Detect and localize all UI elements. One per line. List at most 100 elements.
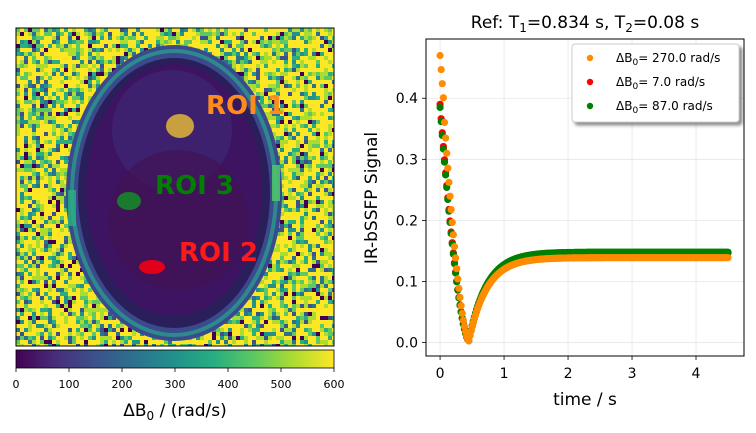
noise-cell <box>300 244 304 248</box>
noise-cell <box>300 28 304 32</box>
noise-cell <box>64 56 68 60</box>
noise-cell <box>104 52 108 56</box>
noise-cell <box>124 36 128 40</box>
noise-cell <box>220 52 224 56</box>
noise-cell <box>304 56 308 60</box>
noise-cell <box>100 72 104 76</box>
noise-cell <box>332 92 334 96</box>
noise-cell <box>80 64 84 68</box>
noise-cell <box>32 76 36 80</box>
noise-cell <box>320 48 324 52</box>
noise-cell <box>268 40 272 44</box>
noise-cell <box>316 112 320 116</box>
noise-cell <box>316 48 320 52</box>
noise-cell <box>268 112 272 116</box>
noise-cell <box>284 40 288 44</box>
noise-cell <box>296 104 300 108</box>
noise-cell <box>68 88 72 92</box>
noise-cell <box>36 272 40 276</box>
noise-cell <box>276 232 280 236</box>
noise-cell <box>320 120 324 124</box>
noise-cell <box>308 252 312 256</box>
noise-cell <box>300 124 304 128</box>
noise-cell <box>36 256 40 260</box>
noise-cell <box>96 36 100 40</box>
noise-cell <box>308 132 312 136</box>
noise-cell <box>324 28 328 32</box>
noise-cell <box>240 72 244 76</box>
noise-cell <box>52 168 56 172</box>
noise-cell <box>128 52 132 56</box>
noise-cell <box>36 164 40 168</box>
noise-cell <box>304 140 308 144</box>
noise-cell <box>16 172 20 176</box>
noise-cell <box>296 184 300 188</box>
noise-cell <box>24 236 28 240</box>
noise-cell <box>216 52 220 56</box>
noise-cell <box>300 136 304 140</box>
noise-cell <box>120 52 124 56</box>
noise-cell <box>32 48 36 52</box>
noise-cell <box>304 192 308 196</box>
noise-cell <box>48 180 52 184</box>
noise-cell <box>248 84 252 88</box>
noise-cell <box>20 56 24 60</box>
noise-cell <box>44 168 48 172</box>
noise-cell <box>28 184 32 188</box>
noise-cell <box>28 84 32 88</box>
noise-cell <box>292 260 296 264</box>
noise-cell <box>264 272 268 276</box>
noise-cell <box>44 276 48 280</box>
noise-cell <box>64 136 68 140</box>
noise-cell <box>28 100 32 104</box>
noise-cell <box>28 228 32 232</box>
noise-cell <box>284 212 288 216</box>
noise-cell <box>24 204 28 208</box>
noise-cell <box>104 32 108 36</box>
noise-cell <box>280 48 284 52</box>
noise-cell <box>68 36 72 40</box>
noise-cell <box>300 148 304 152</box>
noise-cell <box>288 248 292 252</box>
noise-cell <box>308 84 312 88</box>
noise-cell <box>92 60 96 64</box>
noise-cell <box>312 128 316 132</box>
noise-cell <box>76 64 80 68</box>
noise-cell <box>324 80 328 84</box>
noise-cell <box>72 128 76 132</box>
noise-cell <box>296 264 300 268</box>
noise-cell <box>28 216 32 220</box>
noise-cell <box>280 124 284 128</box>
noise-cell <box>24 56 28 60</box>
noise-cell <box>288 60 292 64</box>
noise-cell <box>32 132 36 136</box>
noise-cell <box>236 48 240 52</box>
noise-cell <box>256 44 260 48</box>
noise-cell <box>148 28 152 32</box>
noise-cell <box>284 244 288 248</box>
noise-cell <box>296 136 300 140</box>
noise-cell <box>316 92 320 96</box>
noise-cell <box>96 40 100 44</box>
noise-cell <box>16 272 20 276</box>
noise-cell <box>44 160 48 164</box>
noise-cell <box>276 236 280 240</box>
noise-cell <box>312 216 316 220</box>
noise-cell <box>72 88 76 92</box>
noise-cell <box>40 232 44 236</box>
noise-cell <box>32 164 36 168</box>
noise-cell <box>280 56 284 60</box>
noise-cell <box>16 52 20 56</box>
noise-cell <box>72 52 76 56</box>
noise-cell <box>76 32 80 36</box>
noise-cell <box>292 132 296 136</box>
noise-cell <box>64 132 68 136</box>
noise-cell <box>88 84 92 88</box>
noise-cell <box>324 172 328 176</box>
noise-cell <box>324 148 328 152</box>
noise-cell <box>56 112 60 116</box>
noise-cell <box>288 168 292 172</box>
noise-cell <box>328 84 332 88</box>
noise-cell <box>280 76 284 80</box>
noise-cell <box>32 96 36 100</box>
